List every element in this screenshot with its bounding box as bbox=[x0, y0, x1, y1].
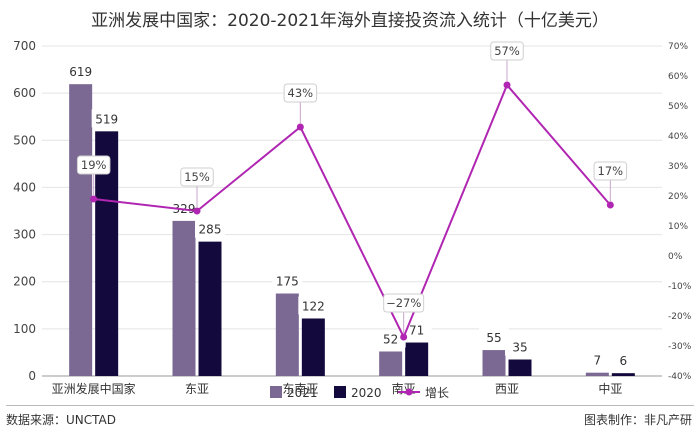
bar-value-label-2020: 519 bbox=[95, 112, 118, 126]
right-tick-label: 0% bbox=[668, 252, 683, 262]
left-tick-label: 0 bbox=[28, 369, 36, 383]
bar-value-label-2021: 619 bbox=[69, 65, 92, 79]
bar-value-label-2021: 55 bbox=[486, 331, 501, 345]
data-source-note: 数据来源：UNCTAD bbox=[6, 413, 116, 427]
legend-label-growth: 增长 bbox=[425, 386, 449, 400]
growth-value-label: 57% bbox=[494, 44, 520, 58]
bar-value-label-2021: 7 bbox=[594, 354, 602, 368]
growth-label-box bbox=[593, 161, 628, 181]
growth-point bbox=[503, 81, 511, 89]
bar-2021 bbox=[69, 84, 93, 376]
bar-value-label-bg bbox=[298, 296, 329, 315]
bar-value-label-2020: 35 bbox=[512, 341, 527, 355]
left-y-axis: 0 100 200 300 400 500 600 700 bbox=[13, 39, 36, 383]
growth-value-label: −27% bbox=[386, 296, 421, 310]
category-label: 东南亚 bbox=[282, 381, 318, 396]
growth-point bbox=[193, 207, 201, 215]
left-tick-label: 700 bbox=[13, 39, 36, 53]
bar-2020 bbox=[611, 373, 635, 376]
category-label: 南亚 bbox=[392, 381, 416, 396]
growth-label-box bbox=[76, 155, 111, 175]
bar-2020 bbox=[198, 241, 222, 376]
legend-swatch-2021 bbox=[270, 386, 282, 398]
bar-2020 bbox=[95, 131, 119, 376]
category-label: 西亚 bbox=[495, 382, 519, 396]
bar-2020 bbox=[508, 359, 532, 376]
chart-title: 亚洲发展中国家：2020-2021年海外直接投资流入统计（十亿美元） bbox=[91, 11, 609, 31]
right-tick-label: 50% bbox=[668, 102, 688, 112]
bar-value-label-bg bbox=[608, 351, 639, 370]
growth-value-label: 15% bbox=[184, 170, 210, 184]
right-tick-label: 60% bbox=[668, 72, 688, 82]
bar-value-label-bg bbox=[272, 271, 303, 290]
right-tick-label: -20% bbox=[668, 312, 692, 322]
bar-value-label-2021: 175 bbox=[276, 275, 299, 289]
bar-value-label-2020: 6 bbox=[620, 354, 628, 368]
left-tick-label: 300 bbox=[13, 228, 36, 242]
growth-line bbox=[93, 83, 612, 340]
bar-value-label-bg bbox=[195, 219, 225, 238]
category-label: 中亚 bbox=[598, 381, 622, 396]
bar-2020 bbox=[301, 318, 325, 376]
bar-value-label-2021: 52 bbox=[383, 332, 398, 346]
grid-lines bbox=[42, 45, 662, 377]
bar-value-label-bg bbox=[505, 337, 535, 356]
left-tick-label: 200 bbox=[13, 275, 36, 289]
right-tick-label: 30% bbox=[668, 162, 688, 172]
bar-2021 bbox=[379, 351, 403, 376]
legend-swatch-growth-dot bbox=[405, 388, 413, 396]
legend: 2021 2020 增长 bbox=[270, 386, 449, 400]
growth-value-label: 43% bbox=[288, 86, 314, 100]
right-tick-label: 40% bbox=[668, 132, 688, 142]
right-tick-label: 20% bbox=[668, 192, 688, 202]
growth-value-label: 19% bbox=[81, 158, 107, 172]
growth-point bbox=[90, 195, 98, 203]
growth-label-box bbox=[180, 167, 214, 187]
bar-value-label-bg bbox=[65, 62, 96, 81]
legend-label-2020: 2020 bbox=[351, 386, 382, 400]
bar-2020 bbox=[405, 342, 429, 376]
right-tick-label: 70% bbox=[668, 42, 688, 52]
right-tick-label: -30% bbox=[668, 342, 692, 352]
bar-value-label-2020: 122 bbox=[302, 299, 325, 313]
category-label: 东亚 bbox=[185, 382, 209, 396]
growth-label-box bbox=[283, 83, 318, 103]
bar-value-label-bg bbox=[479, 328, 509, 347]
x-axis-categories: 亚洲发展中国家 东亚 东南亚 南亚 西亚 中亚 bbox=[52, 381, 623, 396]
right-tick-label: -10% bbox=[668, 282, 692, 292]
left-tick-label: 400 bbox=[13, 180, 36, 194]
growth-label-box bbox=[383, 293, 425, 313]
category-label: 亚洲发展中国家 bbox=[52, 381, 136, 396]
growth-point bbox=[606, 201, 614, 209]
bar-2021 bbox=[275, 293, 299, 376]
growth-label-box bbox=[490, 41, 524, 61]
growth-value-label: 17% bbox=[598, 164, 624, 178]
left-tick-label: 600 bbox=[13, 86, 36, 100]
bar-value-label-bg bbox=[582, 350, 613, 369]
left-tick-label: 500 bbox=[13, 133, 36, 147]
legend-swatch-2020 bbox=[334, 386, 346, 398]
legend-label-2021: 2021 bbox=[287, 386, 318, 400]
growth-point bbox=[296, 123, 304, 131]
bar-value-label-2020: 285 bbox=[199, 223, 222, 237]
bar-2021 bbox=[482, 350, 506, 376]
bar-2021 bbox=[585, 372, 609, 376]
footer-divider bbox=[6, 405, 694, 406]
chart-credit-note: 图表制作：非凡产研 bbox=[583, 413, 692, 427]
growth-line-series: 19% 15% 43% −27% 57% 17% bbox=[76, 41, 628, 341]
bar-value-label-bg bbox=[91, 109, 122, 128]
bar-value-label-bg bbox=[169, 198, 199, 217]
right-y-axis: -40% -30% -20% -10% 0% 10% 20% 30% 40% 50% 60% 70% bbox=[668, 42, 692, 382]
bar-series bbox=[69, 84, 635, 376]
right-tick-label: 10% bbox=[668, 222, 688, 232]
growth-point bbox=[400, 333, 408, 341]
bar-value-label-bg bbox=[375, 329, 406, 348]
left-tick-label: 100 bbox=[13, 322, 36, 336]
bar-value-label-2020: 71 bbox=[409, 324, 424, 338]
right-tick-label: -40% bbox=[668, 372, 692, 382]
bar-2021 bbox=[172, 220, 196, 376]
